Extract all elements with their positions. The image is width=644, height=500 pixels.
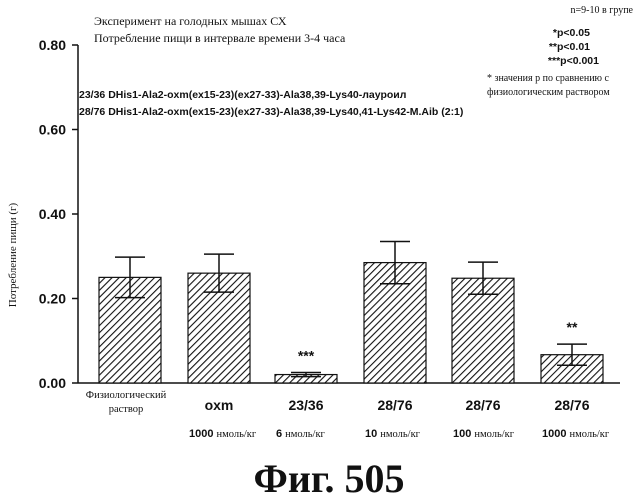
dose-number: 100 — [453, 428, 471, 440]
dose-unit: нмоль/кг — [285, 429, 325, 440]
figure-label: Фиг. 505 — [253, 456, 404, 500]
legend-p2: **p<0.01 — [549, 41, 590, 53]
dose-label: 100нмоль/кг — [453, 428, 515, 440]
dose-number: 1000 — [189, 428, 213, 440]
y-tick-label: 0.20 — [39, 291, 66, 307]
chart-title: Эксперимент на голодных мышах СХ — [94, 14, 287, 28]
significance-label: *** — [298, 347, 315, 363]
dose-unit: нмоль/кг — [216, 429, 256, 440]
y-tick-label: 0.00 — [39, 375, 66, 391]
x-tick-label: 28/76 — [554, 397, 589, 413]
dose-label: 10нмоль/кг — [365, 428, 421, 440]
legend-p3: ***p<0.001 — [548, 55, 599, 67]
y-tick-label: 0.80 — [39, 37, 66, 53]
significance-label: ** — [567, 319, 578, 335]
legend-note1: * значения р по сравнению с — [487, 73, 610, 84]
legend-p1: *p<0.05 — [553, 27, 590, 39]
x-tick-label: раствор — [109, 404, 144, 415]
x-tick-label: 28/76 — [465, 397, 500, 413]
compound-line-2: 28/76 DHis1-Ala2-oxm(ex15-23)(ex27-33)-A… — [79, 106, 463, 118]
dose-number: 6 — [276, 428, 282, 440]
dose-unit: нмоль/кг — [474, 429, 514, 440]
legend-n: n=9-10 в групе — [571, 5, 634, 16]
y-axis-label: Потребление пищи (г) — [7, 202, 19, 307]
x-tick-label: oxm — [205, 397, 234, 413]
dose-unit: нмоль/кг — [569, 429, 609, 440]
y-tick-label: 0.60 — [39, 122, 66, 138]
compound-line-1: 23/36 DHis1-Ala2-oxm(ex15-23)(ex27-33)-A… — [79, 89, 406, 101]
x-tick-label: 28/76 — [377, 397, 412, 413]
dose-label: 1000нмоль/кг — [542, 428, 610, 440]
x-tick-label: 23/36 — [288, 397, 323, 413]
dose-unit: нмоль/кг — [380, 429, 420, 440]
chart-subtitle: Потребление пищи в интервале времени 3-4… — [94, 31, 346, 45]
x-tick-labels: Физиологическийрастворoxm1000нмоль/кг23/… — [86, 390, 610, 440]
dose-number: 1000 — [542, 428, 566, 440]
dose-label: 6нмоль/кг — [276, 428, 326, 440]
x-tick-label: Физиологический — [86, 390, 167, 401]
bars: ***** — [99, 241, 603, 383]
y-tick-label: 0.40 — [39, 206, 66, 222]
y-ticks: 0.00 0.20 0.40 0.60 0.80 — [39, 37, 78, 391]
legend-note2: физиологическим раствором — [487, 87, 610, 98]
dose-number: 10 — [365, 428, 377, 440]
dose-label: 1000нмоль/кг — [189, 428, 257, 440]
